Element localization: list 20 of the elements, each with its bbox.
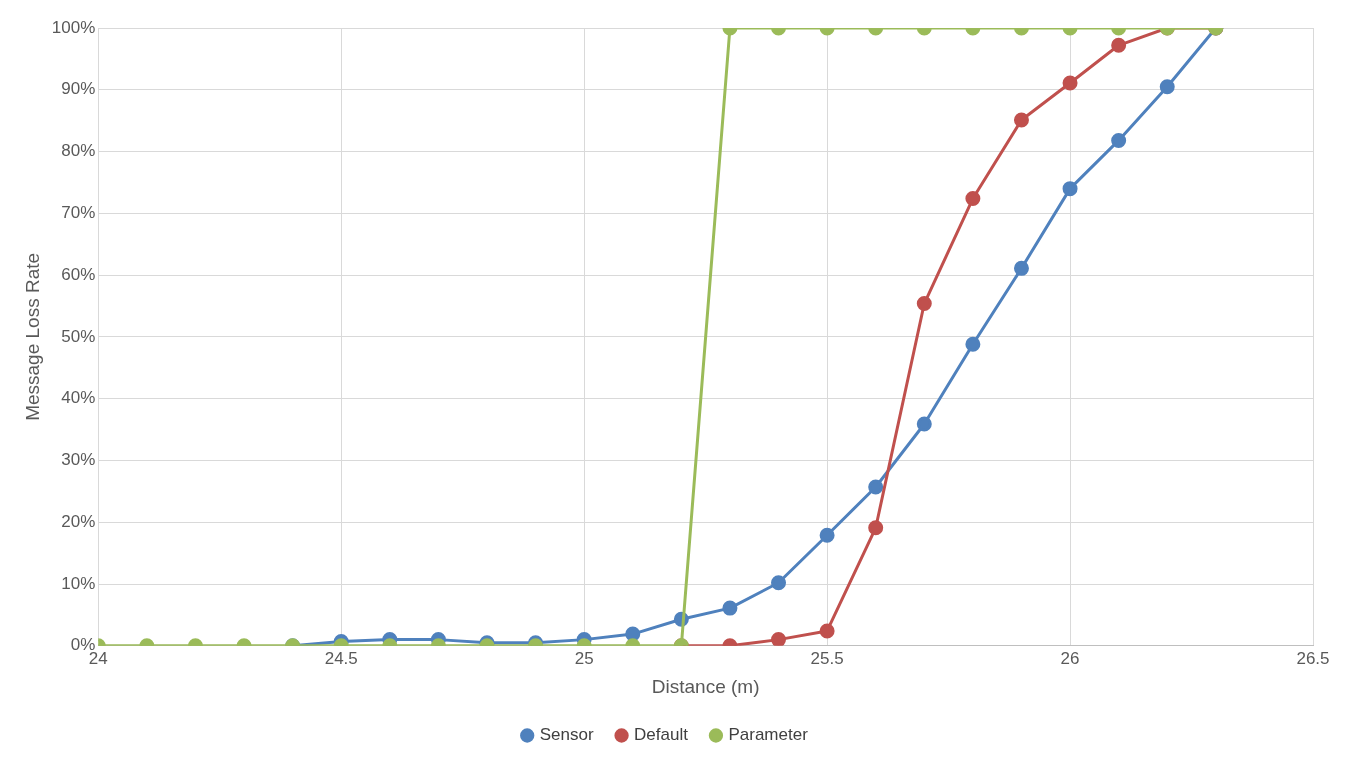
x-tick-label: 25 — [574, 648, 594, 668]
x-axis-title: Distance (m) — [651, 675, 760, 697]
y-tick-label: 40% — [61, 388, 96, 408]
y-tick-label: 20% — [61, 511, 96, 531]
y-tick-label: 80% — [61, 141, 96, 161]
x-tick-label: 26 — [1060, 648, 1080, 668]
x-tick-label: 25.5 — [810, 648, 844, 668]
legend-label: Parameter — [728, 725, 809, 745]
x-tick-label: 24.5 — [324, 648, 358, 668]
y-tick-label: 10% — [61, 573, 96, 593]
y-tick-label: 60% — [61, 264, 96, 284]
y-tick-label: 50% — [61, 326, 96, 346]
y-tick-label: 30% — [61, 450, 96, 470]
y-tick-label: 70% — [61, 203, 96, 223]
legend-label: Default — [634, 725, 689, 745]
y-tick-label: 90% — [61, 79, 96, 99]
legend-label: Sensor — [539, 725, 594, 745]
y-axis-title: Message Loss Rate — [21, 252, 43, 421]
x-tick-label: 26.5 — [1296, 648, 1330, 668]
y-tick-label: 100% — [51, 17, 96, 37]
